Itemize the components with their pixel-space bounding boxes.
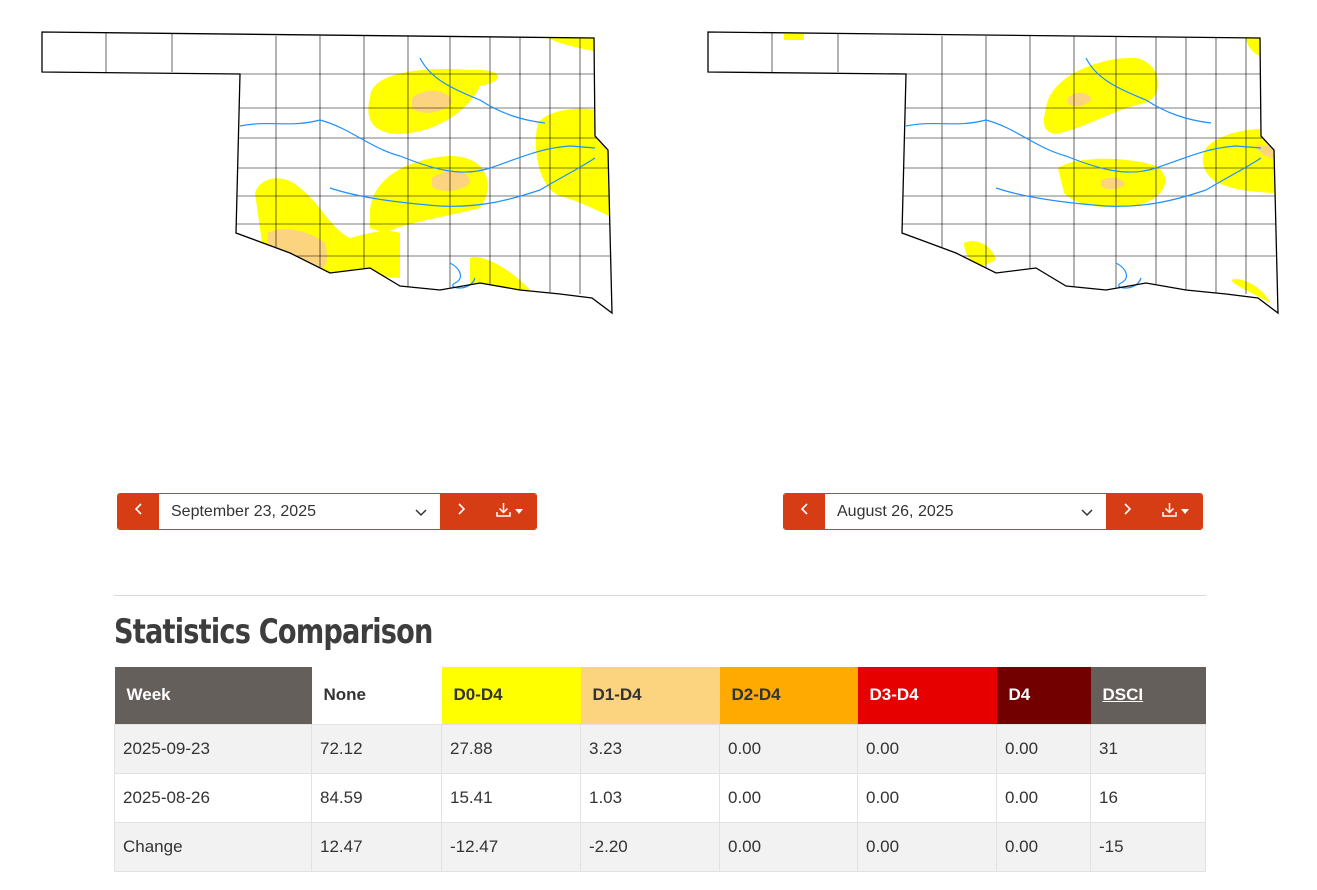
table-cell: 0.00 [719, 821, 858, 872]
table-cell: 27.88 [441, 723, 581, 774]
next-week-button[interactable] [440, 494, 481, 529]
date-select-current[interactable]: September 23, 2025 [159, 494, 440, 529]
chevron-left-icon [798, 502, 812, 521]
header-d1-d4: D1-D4 [580, 667, 720, 724]
header-week: Week [114, 667, 312, 724]
table-cell: 16 [1090, 772, 1206, 823]
date-control-comparison: August 26, 2025 [783, 493, 1203, 530]
table-cell: 3.23 [580, 723, 720, 774]
chevron-left-icon [132, 502, 146, 521]
download-button[interactable] [1147, 494, 1202, 529]
chevron-right-icon [454, 502, 468, 521]
table-cell: 72.12 [311, 723, 442, 774]
table-cell: -12.47 [441, 821, 581, 872]
table-cell: 15.41 [441, 772, 581, 823]
date-select-comparison[interactable]: August 26, 2025 [825, 494, 1106, 529]
table-cell: 12.47 [311, 821, 442, 872]
table-cell: -15 [1090, 821, 1206, 872]
header-d4: D4 [996, 667, 1091, 724]
table-row: 2025-09-23 72.12 27.88 3.23 0.00 0.00 0.… [114, 723, 1206, 774]
download-button[interactable] [481, 494, 536, 529]
table-row: 2025-08-26 84.59 15.41 1.03 0.00 0.00 0.… [114, 772, 1206, 823]
chevron-down-icon [414, 505, 428, 519]
table-cell: 0.00 [857, 772, 997, 823]
date-select-value: September 23, 2025 [171, 502, 316, 520]
chevron-right-icon [1120, 502, 1134, 521]
table-cell: 2025-08-26 [114, 772, 312, 823]
caret-down-icon [1180, 509, 1189, 514]
header-none: None [311, 667, 442, 724]
table-cell: 0.00 [996, 821, 1091, 872]
prev-week-button[interactable] [118, 494, 159, 529]
statistics-table: Week None D0-D4 D1-D4 D2-D4 D3-D4 D4 DSC… [114, 667, 1206, 872]
oklahoma-map-current [41, 31, 613, 315]
date-select-value: August 26, 2025 [837, 502, 954, 520]
chevron-down-icon [1080, 505, 1094, 519]
table-cell: Change [114, 821, 312, 872]
table-cell: 0.00 [857, 723, 997, 774]
prev-week-button[interactable] [784, 494, 825, 529]
next-week-button[interactable] [1106, 494, 1147, 529]
section-title: Statistics Comparison [114, 612, 433, 652]
header-d0-d4: D0-D4 [441, 667, 581, 724]
table-cell: -2.20 [580, 821, 720, 872]
table-header-row: Week None D0-D4 D1-D4 D2-D4 D3-D4 D4 DSC… [114, 667, 1206, 724]
date-control-current: September 23, 2025 [117, 493, 537, 530]
dsci-link[interactable]: DSCI [1102, 685, 1144, 705]
header-dsci: DSCI [1090, 667, 1206, 724]
download-icon [495, 501, 512, 523]
table-row: Change 12.47 -12.47 -2.20 0.00 0.00 0.00… [114, 821, 1206, 872]
oklahoma-map-comparison [707, 31, 1279, 315]
table-cell: 31 [1090, 723, 1206, 774]
table-cell: 2025-09-23 [114, 723, 312, 774]
table-cell: 1.03 [580, 772, 720, 823]
header-d3-d4: D3-D4 [857, 667, 997, 724]
drought-map-current [40, 28, 615, 318]
section-divider [114, 595, 1206, 596]
drought-map-comparison [706, 28, 1281, 318]
caret-down-icon [514, 509, 523, 514]
table-cell: 0.00 [996, 772, 1091, 823]
download-icon [1161, 501, 1178, 523]
header-d2-d4: D2-D4 [719, 667, 858, 724]
table-cell: 0.00 [719, 772, 858, 823]
table-cell: 0.00 [996, 723, 1091, 774]
table-cell: 0.00 [719, 723, 858, 774]
table-cell: 84.59 [311, 772, 442, 823]
table-cell: 0.00 [857, 821, 997, 872]
